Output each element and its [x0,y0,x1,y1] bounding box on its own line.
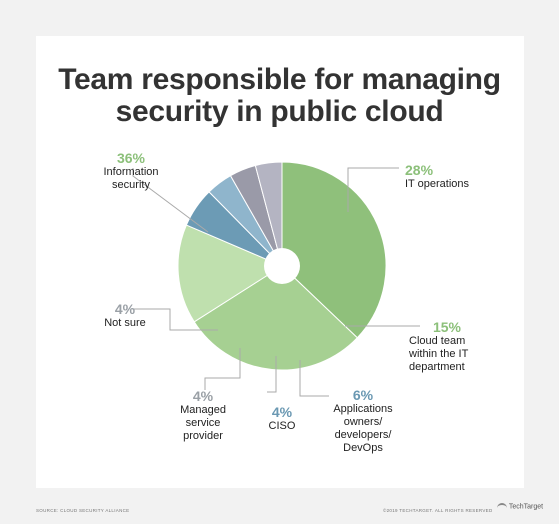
label-ciso: 4% CISO [262,404,302,433]
pie-slice-information-security [281,161,387,339]
pie-center-hole [264,248,300,284]
slice-percent: 28% [405,162,434,178]
logo-text: TechTarget [508,503,544,511]
label-not-sure: 4% Not sure [102,301,148,330]
slice-percent: 4% [271,404,293,420]
slice-label: Information security [103,166,159,191]
leader-line-ciso [267,356,277,393]
pie-slice-not-sure [254,161,283,267]
slice-label: Applications owners/ developers/ DevOps [333,403,393,454]
label-information-security: 36% Information security [93,150,169,192]
leader-line-not-sure [132,308,218,331]
label-devops: 6% Applications owners/ developers/ DevO… [327,387,399,455]
slice-percent: 4% [114,301,136,317]
slice-label: Managed service provider [180,404,226,442]
slice-label: Cloud team within the IT department [409,335,469,373]
copyright-note: ©2019 TECHTARGET. ALL RIGHTS RESERVED [383,508,493,513]
leader-line-information-security [132,168,209,233]
slice-percent: 4% [192,388,214,404]
techtarget-logo: TechTarget [497,503,543,510]
slice-percent: 15% [432,319,462,335]
source-note: SOURCE: CLOUD SECURITY ALLIANCE [36,508,130,513]
label-managed-service-provider: 4% Managed service provider [173,388,233,443]
logo-icon [497,503,507,510]
slice-label: CISO [268,420,296,432]
label-it-operations: 28% IT operations [405,162,469,191]
leader-line-msp [204,348,241,390]
slice-label: IT operations [405,178,470,190]
slice-percent: 36% [116,150,146,166]
slice-percent: 6% [352,387,374,403]
chart-title: Team responsible for managing security i… [58,63,501,128]
pie-slice-it-operations [193,265,359,371]
pie-slice-cloud-team-within-the-it-department [177,224,284,323]
leader-line-it-operations [347,167,399,212]
label-cloud-team: 15% Cloud team within the IT department [409,319,473,374]
slice-label: Not sure [104,317,146,329]
leader-line-devops [299,360,329,397]
